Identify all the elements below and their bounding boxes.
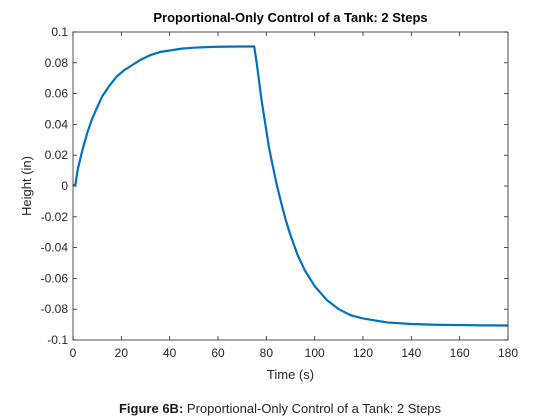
chart-title: Proportional-Only Control of a Tank: 2 S… [153,10,427,25]
x-tick-label: 60 [211,346,225,360]
x-tick-label: 20 [115,346,129,360]
figure-caption-label: Figure 6B: [118,401,184,416]
x-tick-label: 180 [498,346,518,360]
figure-caption-text: Proportional-Only Control of a Tank: 2 S… [183,401,442,416]
y-tick-label: 0.04 [45,117,69,131]
y-tick-label: -0.1 [47,333,68,347]
axes-box [72,31,509,341]
x-tick-label: 140 [401,346,421,360]
x-axis-ticks: 0 20 40 60 80 100 120 140 160 180 [70,32,518,360]
x-tick-label: 120 [353,346,373,360]
x-tick-label: 40 [163,346,177,360]
figure-caption: Figure 6B: Proportional-Only Control of … [0,401,560,416]
x-tick-label: 160 [450,346,470,360]
x-tick-label: 80 [260,346,274,360]
x-tick-label: 0 [70,346,77,360]
y-tick-label: -0.06 [41,271,69,285]
y-tick-label: -0.02 [41,210,69,224]
series-line-height [72,45,509,327]
y-tick-label: 0.08 [45,56,69,70]
y-axis-label: Height (in) [19,156,34,216]
y-axis-ticks: 0.1 0.08 0.06 0.04 0.02 0 -0.02 -0.04 -0.06 -0.08… [41,25,508,347]
x-axis-label: Time (s) [267,367,314,382]
y-tick-label: 0.1 [51,25,68,39]
y-tick-label: -0.04 [41,241,69,255]
y-tick-label: 0 [61,179,68,193]
line-chart: 0 20 40 60 80 100 120 140 160 180 0.1 0.08 0.06 0.04… [19,10,518,382]
y-tick-label: 0.02 [45,148,69,162]
y-tick-label: 0.06 [45,87,69,101]
y-tick-label: -0.08 [41,302,69,316]
plot-area [73,32,508,340]
x-tick-label: 100 [305,346,325,360]
